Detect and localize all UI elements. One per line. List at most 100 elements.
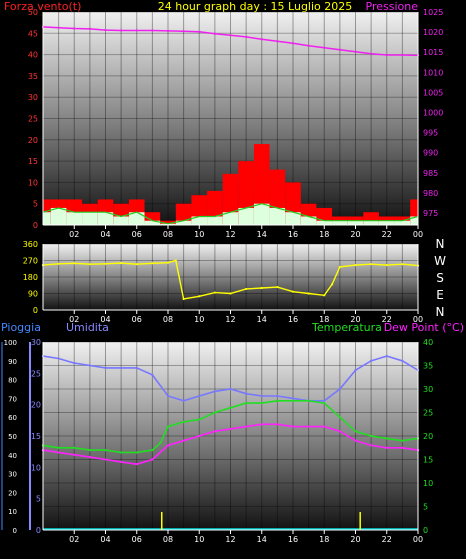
x-tick-label: 08 <box>163 535 173 544</box>
y-right-tick: 1005 <box>423 88 443 97</box>
y-humidity-tick: 30 <box>31 338 41 347</box>
dewpoint-point <box>276 423 279 426</box>
direction-point <box>229 292 232 295</box>
x-tick-label: 12 <box>225 315 235 324</box>
wind-avg-bar <box>253 203 270 225</box>
temperature-point <box>245 402 248 405</box>
humidity-point <box>120 366 123 369</box>
humidity-point <box>198 394 201 398</box>
x-tick-label: 18 <box>319 315 329 324</box>
x-tick-label: 04 <box>100 230 110 239</box>
y-rain-tick: 10 <box>8 508 17 516</box>
y-dir-tick: 0 <box>33 306 38 315</box>
dewpoint-point <box>260 423 263 426</box>
direction-point <box>370 263 373 266</box>
y-humidity-tick: 10 <box>31 463 41 472</box>
temp-humidity-panel: 02 04 06 08 10 12 14 16 18 20 22 000102030405060708… <box>1 338 433 544</box>
pressure-title: Pressione <box>366 0 419 13</box>
direction-point <box>198 295 201 298</box>
y-temp-tick: 40 <box>423 338 433 347</box>
direction-point <box>307 292 310 295</box>
y-rain-tick: 70 <box>8 395 17 403</box>
y-right-tick: 1000 <box>423 108 443 117</box>
x-tick-label: 18 <box>319 535 329 544</box>
pressure-point <box>198 30 201 33</box>
wind-avg-bar <box>378 220 395 225</box>
wind-avg-bar <box>316 220 333 225</box>
y-rain-tick: 90 <box>8 358 17 366</box>
pressure-point <box>323 46 326 49</box>
temperature-point <box>276 399 279 402</box>
pressure-point <box>73 27 76 30</box>
pressure-point <box>166 29 170 32</box>
pressure-point <box>120 29 123 32</box>
temperature-point <box>323 402 326 405</box>
wind-avg-bar <box>300 216 317 225</box>
temperature-point <box>198 418 201 421</box>
y-left-tick: 20 <box>28 136 38 145</box>
pressure-point <box>401 53 404 57</box>
wind-avg-bar <box>82 212 98 225</box>
dewpoint-point <box>198 434 201 438</box>
dewpoint-point <box>338 430 341 433</box>
humidity-point <box>166 394 170 398</box>
y-dir-tick: 180 <box>23 273 38 282</box>
temperature-point <box>354 430 357 433</box>
y-dir-tick: 90 <box>28 290 38 299</box>
humidity-point <box>151 373 154 376</box>
dewpoint-point <box>323 425 326 428</box>
compass-n-top: N <box>436 237 445 251</box>
dewpoint-point <box>385 446 388 449</box>
y-humidity-tick: 20 <box>31 401 41 410</box>
y-rain-tick: 40 <box>8 452 17 460</box>
x-tick-label: 12 <box>225 535 235 544</box>
dewpoint-point <box>229 427 232 431</box>
y-left-tick: 10 <box>28 178 38 187</box>
x-tick-label: 12 <box>225 230 235 239</box>
wind-avg-bar <box>207 216 223 225</box>
y-left-tick: 5 <box>33 200 38 209</box>
pressure-point <box>88 27 91 30</box>
humidity-point <box>385 355 388 358</box>
pressure-point <box>57 26 60 29</box>
pressure-point <box>354 50 357 53</box>
y-rain-tick: 80 <box>8 377 17 385</box>
dewpoint-point <box>291 425 295 428</box>
x-tick-label: 08 <box>163 315 173 324</box>
wind-avg-bar <box>347 220 364 225</box>
compass-w: W <box>434 254 446 268</box>
humidity-point <box>338 387 341 391</box>
wind-avg-bar <box>191 216 208 225</box>
humidity-point <box>260 394 263 398</box>
y-humidity-tick: 5 <box>36 495 41 504</box>
y-right-tick: 975 <box>423 209 438 218</box>
x-tick-label: 20 <box>350 315 360 324</box>
dewpoint-point <box>354 439 357 442</box>
dewpoint-label: Dew Point (°C) <box>384 321 464 334</box>
wind-avg-bar <box>238 207 254 225</box>
humidity-point <box>291 397 295 400</box>
y-rain-tick: 50 <box>8 433 17 441</box>
dewpoint-point <box>151 458 154 461</box>
temperature-point <box>57 446 60 449</box>
direction-point <box>213 291 216 294</box>
temperature-point <box>229 406 232 409</box>
humidity-point <box>57 357 60 360</box>
y-temp-tick: 35 <box>423 362 433 371</box>
temperature-point <box>260 402 263 405</box>
dewpoint-point <box>73 453 76 456</box>
temperature-point <box>104 449 107 452</box>
temperature-point <box>166 425 170 428</box>
temperature-point <box>159 441 162 445</box>
x-tick-label: 16 <box>288 535 298 544</box>
direction-point <box>166 261 170 264</box>
wind-avg-bar <box>50 207 67 225</box>
x-tick-label: 10 <box>194 315 204 324</box>
y-right-tick: 1025 <box>423 8 443 17</box>
y-left-tick: 35 <box>28 72 38 81</box>
x-tick-label: 22 <box>382 315 392 324</box>
x-tick-label: 04 <box>100 535 110 544</box>
pressure-point <box>338 48 341 51</box>
y-left-tick: 30 <box>28 93 38 102</box>
